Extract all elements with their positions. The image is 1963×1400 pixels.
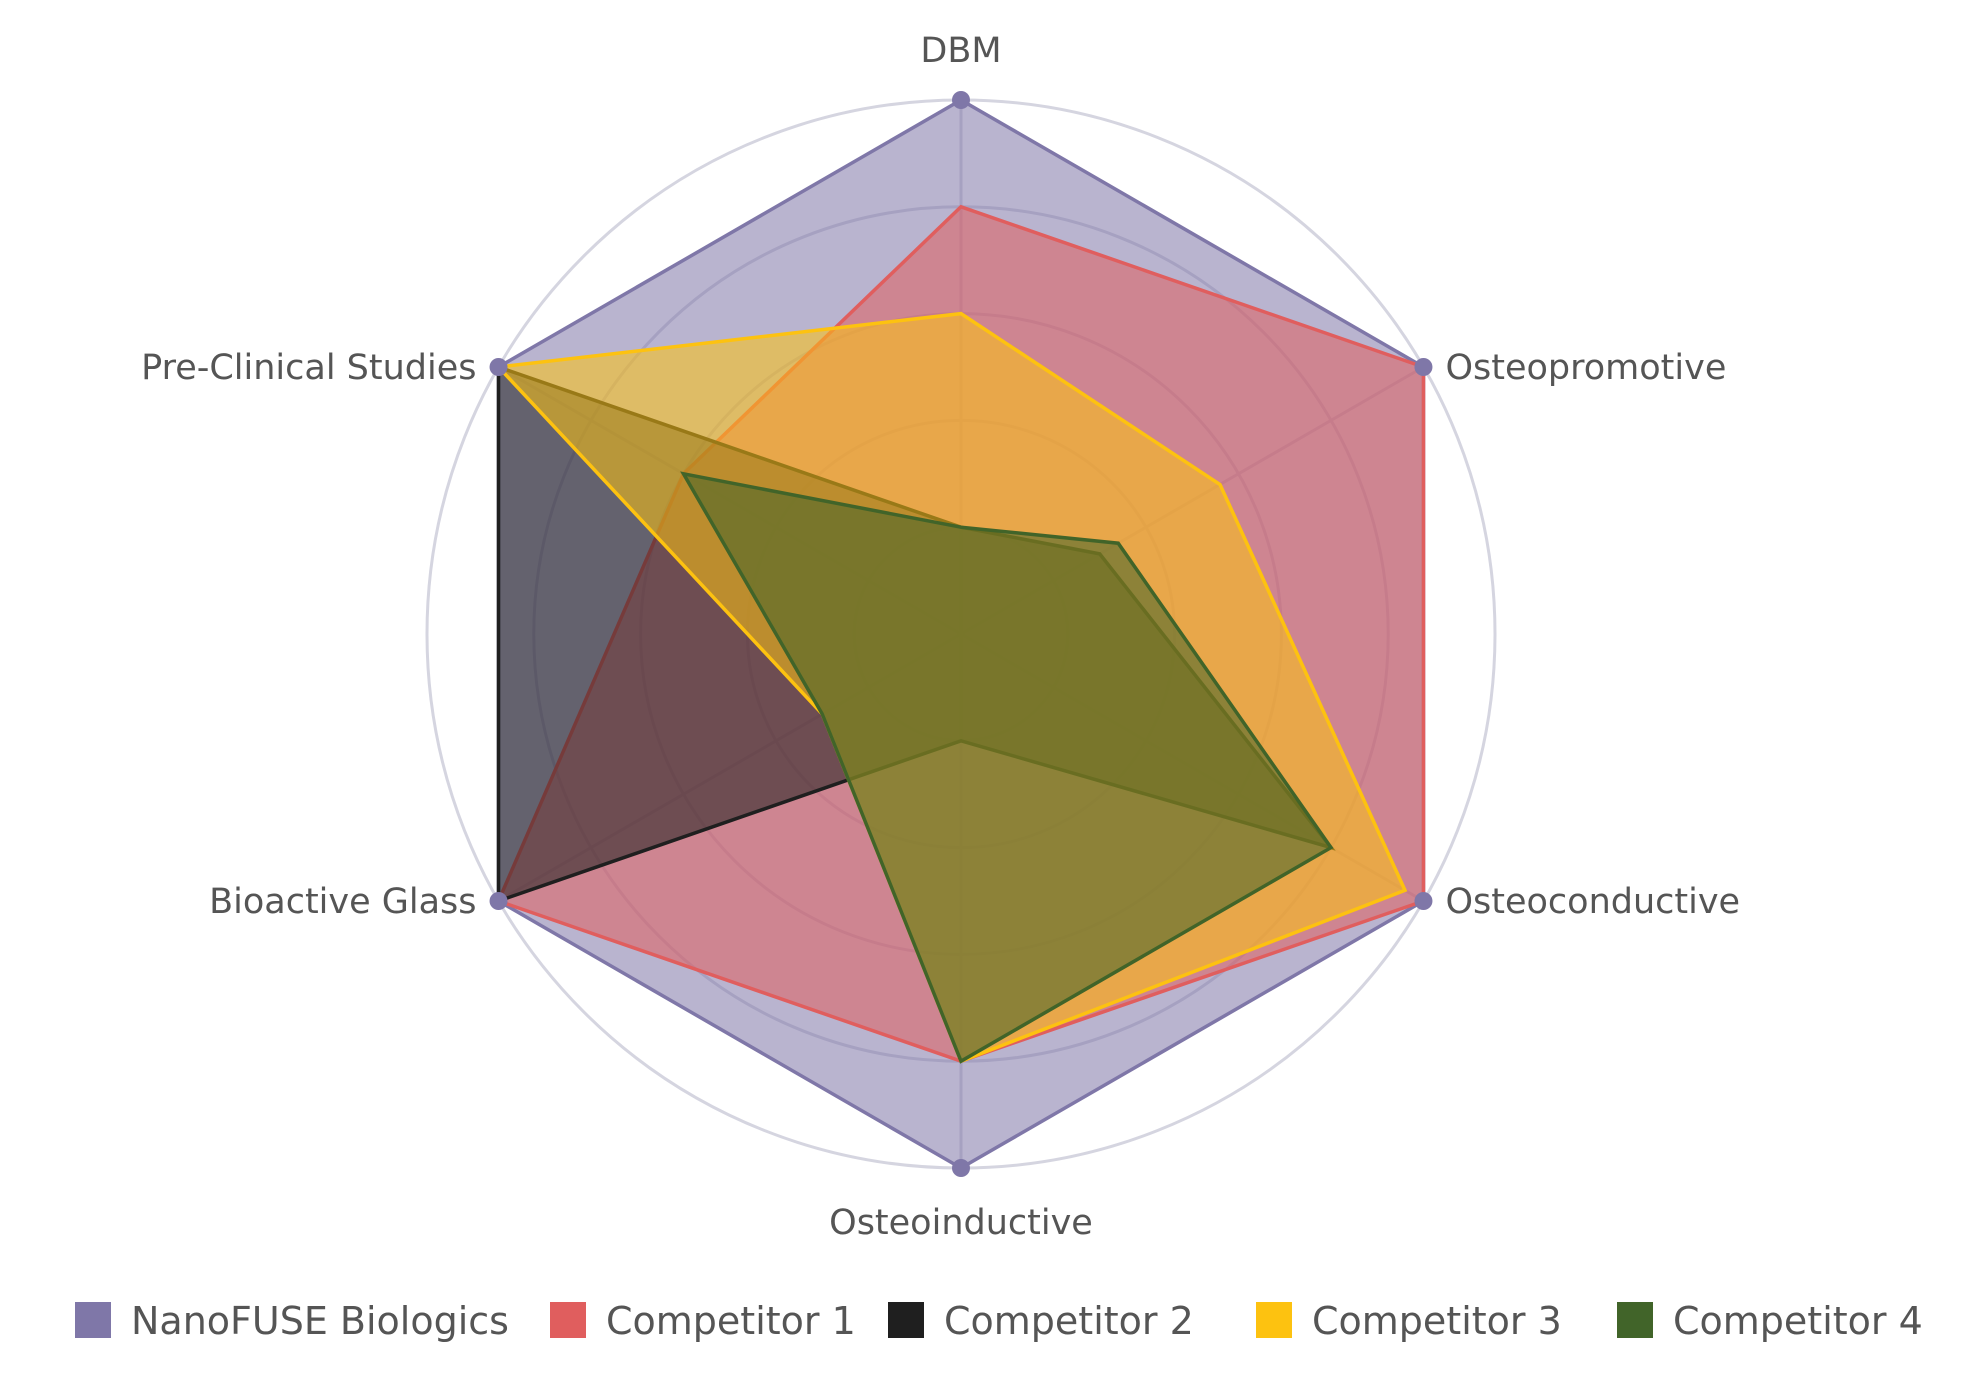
vertex-marker-pre-clinical-studies <box>489 358 508 376</box>
legend: NanoFUSE Biologics Competitor 1 Competitor… <box>75 1299 1923 1343</box>
legend-label: Competitor 2 <box>944 1299 1194 1343</box>
legend-label: Competitor 4 <box>1673 1299 1923 1343</box>
vertex-marker-bioactive-glass <box>489 892 508 910</box>
legend-item-competitor-2[interactable]: Competitor 2 <box>888 1299 1194 1343</box>
legend-swatch <box>1617 1302 1653 1338</box>
legend-item-competitor-1[interactable]: Competitor 1 <box>550 1299 856 1343</box>
legend-label: Competitor 3 <box>1312 1299 1562 1343</box>
vertex-marker-osteoconductive <box>1414 892 1433 910</box>
legend-item-competitor-4[interactable]: Competitor 4 <box>1617 1299 1923 1343</box>
axis-labels: DBM Osteopromotive Osteoconductive Osteoind… <box>141 31 1740 1243</box>
legend-swatch <box>1256 1302 1292 1338</box>
legend-swatch <box>888 1302 924 1338</box>
legend-swatch <box>75 1302 111 1338</box>
axis-label-bioactive-glass: Bioactive Glass <box>209 882 476 922</box>
axis-vertex-markers <box>489 91 1433 1177</box>
legend-item-nanofuse-biologics[interactable]: NanoFUSE Biologics <box>75 1299 509 1343</box>
vertex-marker-dbm <box>952 91 970 109</box>
legend-swatch <box>550 1302 586 1338</box>
axis-label-osteopromotive: Osteopromotive <box>1445 348 1726 388</box>
axis-label-dbm: DBM <box>920 31 1001 71</box>
radar-series <box>494 97 1426 1171</box>
axis-label-pre-clinical-studies: Pre-Clinical Studies <box>141 348 476 388</box>
vertex-marker-osteopromotive <box>1414 358 1433 376</box>
series-competitor-4 <box>680 471 1334 1064</box>
legend-label: Competitor 1 <box>606 1299 856 1343</box>
axis-label-osteoinductive: Osteoinductive <box>829 1203 1093 1243</box>
legend-item-competitor-3[interactable]: Competitor 3 <box>1256 1299 1562 1343</box>
vertex-marker-osteoinductive <box>952 1159 970 1177</box>
legend-label: NanoFUSE Biologics <box>131 1299 509 1343</box>
axis-label-osteoconductive: Osteoconductive <box>1445 882 1740 922</box>
